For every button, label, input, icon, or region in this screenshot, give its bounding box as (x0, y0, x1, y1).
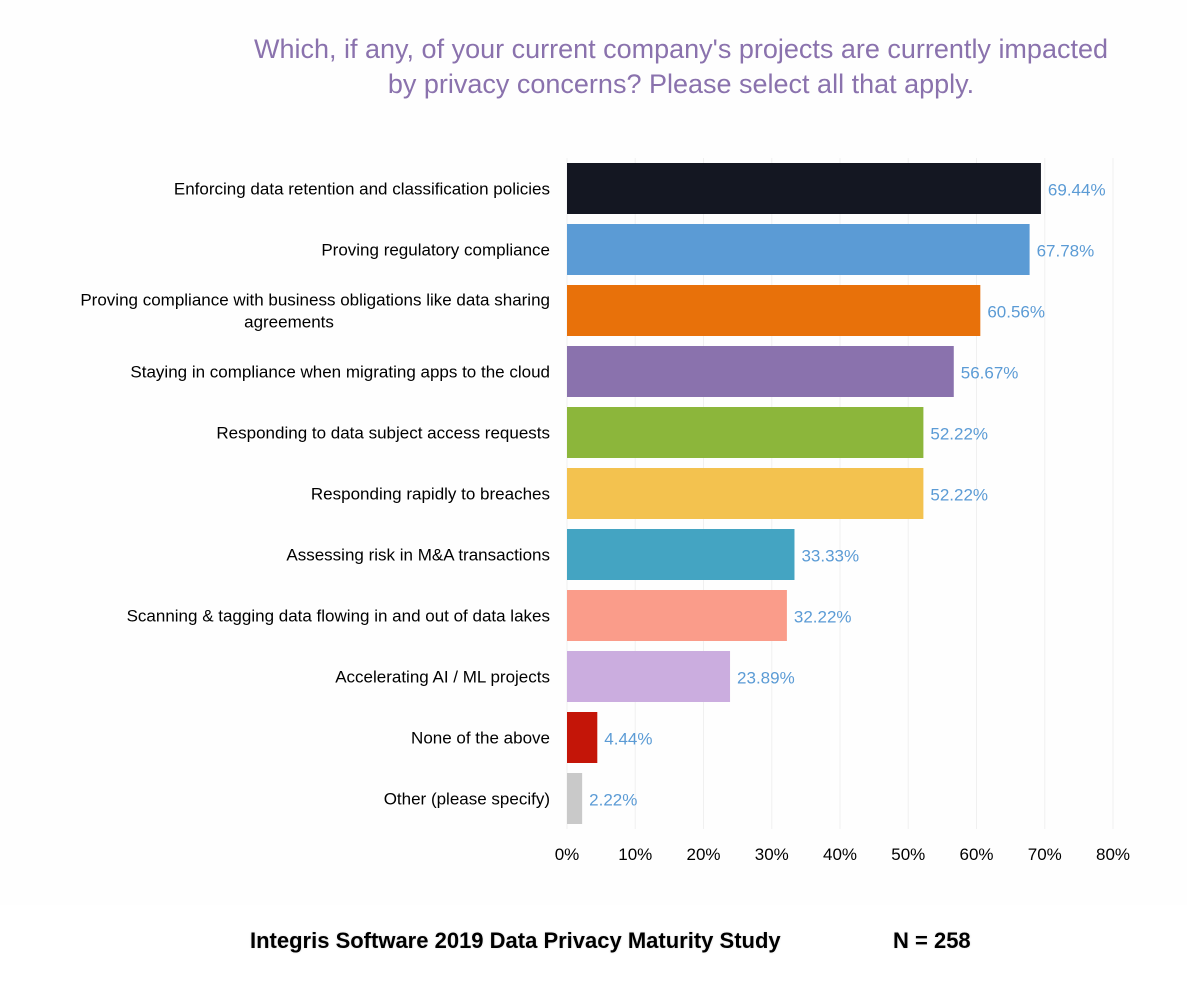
x-tick-label-8: 80% (1096, 845, 1130, 864)
category-label-5-line-0: Responding rapidly to breaches (311, 485, 550, 504)
footer: Integris Software 2019 Data Privacy Matu… (0, 905, 1187, 1007)
category-label-1-line-0: Proving regulatory compliance (321, 241, 550, 260)
category-label-2-line-1: agreements (244, 313, 334, 332)
value-label-3: 56.67% (961, 364, 1019, 383)
category-label-2-line-0: Proving compliance with business obligat… (80, 291, 550, 310)
bar-9 (567, 712, 598, 763)
category-label-0: Enforcing data retention and classificat… (174, 180, 550, 199)
category-label-10-line-0: Other (please specify) (384, 790, 550, 809)
value-label-8: 23.89% (737, 669, 795, 688)
category-label-10: Other (please specify) (384, 790, 550, 809)
category-label-6: Assessing risk in M&A transactions (286, 546, 550, 565)
bar-1 (567, 224, 1030, 275)
category-label-8: Accelerating AI / ML projects (335, 668, 550, 687)
value-label-0: 69.44% (1048, 181, 1106, 200)
x-tick-label-6: 60% (959, 845, 993, 864)
category-label-4: Responding to data subject access reques… (216, 424, 550, 443)
value-label-5: 52.22% (930, 486, 988, 505)
category-label-3-line-0: Staying in compliance when migrating app… (130, 363, 550, 382)
bar-6 (567, 529, 795, 580)
value-label-7: 32.22% (794, 608, 852, 627)
value-label-10: 2.22% (589, 791, 637, 810)
x-tick-label-7: 70% (1028, 845, 1062, 864)
category-label-9: None of the above (411, 729, 550, 748)
bar-3 (567, 346, 954, 397)
category-label-0-line-0: Enforcing data retention and classificat… (174, 180, 550, 199)
chart-title-line-2: by privacy concerns? Please select all t… (387, 69, 975, 99)
bar-plot: Enforcing data retention and classificat… (80, 158, 1130, 864)
category-label-3: Staying in compliance when migrating app… (130, 363, 550, 382)
bar-10 (567, 773, 583, 824)
bar-0 (567, 163, 1041, 214)
chart: Which, if any, of your current company's… (60, 32, 1187, 864)
category-label-1: Proving regulatory compliance (321, 241, 550, 260)
bar-7 (567, 590, 787, 641)
category-label-6-line-0: Assessing risk in M&A transactions (286, 546, 550, 565)
category-label-9-line-0: None of the above (411, 729, 550, 748)
x-tick-label-4: 40% (823, 845, 857, 864)
category-label-2: Proving compliance with business obligat… (80, 291, 550, 332)
x-tick-label-0: 0% (555, 845, 580, 864)
category-label-8-line-0: Accelerating AI / ML projects (335, 668, 550, 687)
category-label-4-line-0: Responding to data subject access reques… (216, 424, 550, 443)
category-label-7-line-0: Scanning & tagging data flowing in and o… (127, 607, 550, 626)
bar-8 (567, 651, 731, 702)
x-tick-label-1: 10% (618, 845, 652, 864)
x-tick-label-3: 30% (755, 845, 789, 864)
bar-2 (567, 285, 981, 336)
value-label-6: 33.33% (801, 547, 859, 566)
chart-title-line-1: Which, if any, of your current company's… (254, 34, 1108, 64)
category-label-7: Scanning & tagging data flowing in and o… (127, 607, 550, 626)
category-label-5: Responding rapidly to breaches (311, 485, 550, 504)
x-tick-label-5: 50% (891, 845, 925, 864)
chart-title: Which, if any, of your current company's… (60, 32, 1187, 102)
value-label-2: 60.56% (987, 303, 1045, 322)
bar-4 (567, 407, 924, 458)
bar-5 (567, 468, 924, 519)
value-label-1: 67.78% (1037, 242, 1095, 261)
value-label-9: 4.44% (604, 730, 652, 749)
x-tick-label-2: 20% (686, 845, 720, 864)
footer-study-name: Integris Software 2019 Data Privacy Matu… (250, 928, 781, 953)
value-label-4: 52.22% (930, 425, 988, 444)
footer-sample-size: N = 258 (893, 928, 971, 953)
